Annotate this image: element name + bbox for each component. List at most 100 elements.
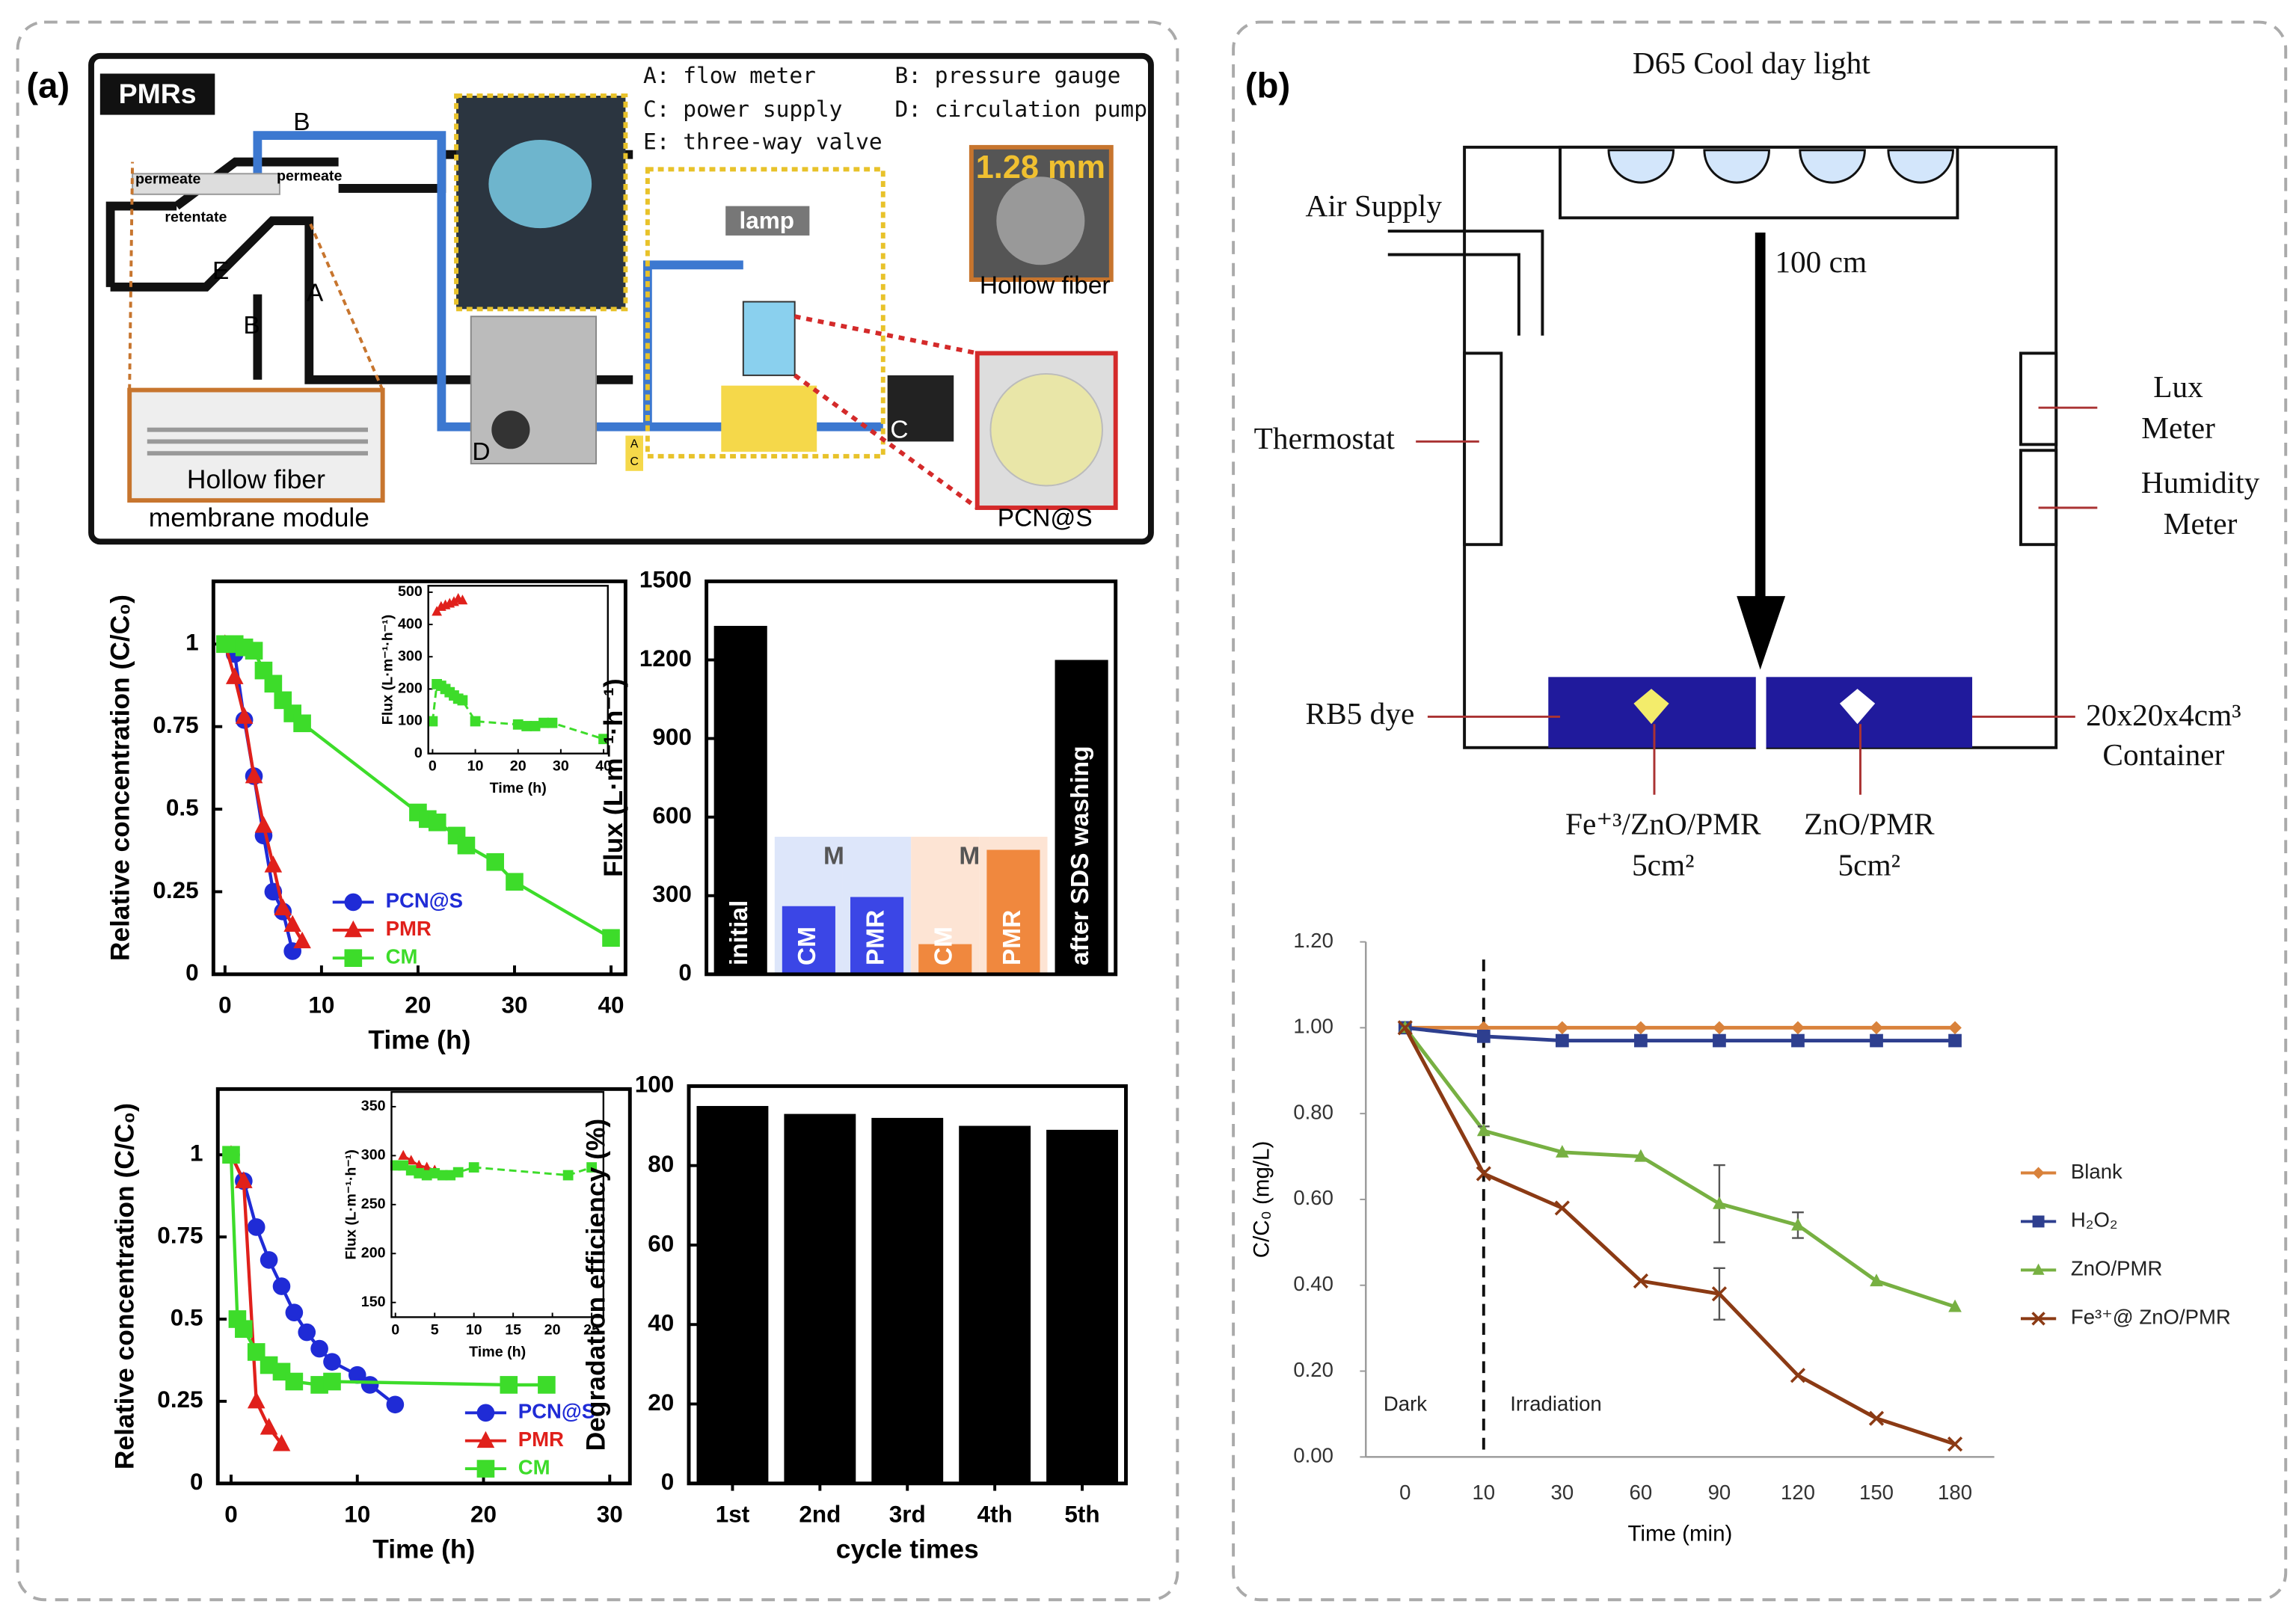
bar <box>713 625 767 974</box>
marker <box>486 852 504 871</box>
marker <box>1397 1020 1413 1036</box>
legend-marker <box>2032 1215 2045 1228</box>
x-tick-label: 30 <box>1551 1481 1574 1504</box>
reactor-glow <box>488 140 592 229</box>
y-tick-label: 400 <box>398 615 423 632</box>
marker <box>225 667 244 684</box>
component-letter: E <box>212 257 229 285</box>
y-tick-label: 0.00 <box>1293 1444 1333 1467</box>
marker <box>414 1159 425 1170</box>
marker <box>538 717 549 728</box>
marker <box>235 1320 253 1338</box>
series-line <box>1403 1026 1956 1309</box>
marker <box>1634 1033 1648 1048</box>
marker <box>235 1171 253 1188</box>
beaker <box>742 301 796 376</box>
marker <box>398 1160 409 1171</box>
y-tick-label: 0.5 <box>171 1304 203 1330</box>
y-axis-title: Relative concentration (C/C₀) <box>105 594 135 961</box>
legend-marker <box>2031 1312 2045 1326</box>
y-tick-label: 0 <box>661 1469 675 1495</box>
y-tick-label: 900 <box>652 724 692 750</box>
x-axis-title: Time (h) <box>372 1534 475 1564</box>
marker <box>1555 1033 1569 1048</box>
container-label: Container <box>2102 737 2224 772</box>
x-tick-label: 4th <box>977 1501 1013 1527</box>
y-tick-label: 1200 <box>639 645 692 672</box>
marker <box>562 1170 574 1181</box>
marker <box>602 929 620 947</box>
valve-tag-letter: C <box>630 455 638 468</box>
marker <box>429 1168 441 1179</box>
zoom-line <box>793 314 979 510</box>
marker <box>452 1167 464 1178</box>
y-tick-label: 500 <box>398 583 423 600</box>
x-tick-label: 30 <box>553 758 569 775</box>
component-letter: D <box>472 438 490 466</box>
series-line <box>1405 1025 1956 1043</box>
flow-label: permeate <box>277 168 342 184</box>
y-tick-label: 1.20 <box>1293 929 1333 952</box>
marker <box>1713 1033 1726 1048</box>
component-letter: B <box>243 312 260 340</box>
y-axis-title: Flux (L·m⁻¹·h⁻¹) <box>380 615 396 725</box>
fiber-caption: Hollow fiber <box>980 272 1111 300</box>
fiber-size: 1.28 mm <box>976 150 1105 185</box>
x-axis-title: Time (h) <box>368 1025 470 1055</box>
flow-label: permeate <box>135 170 200 187</box>
marker <box>272 1277 291 1295</box>
marker <box>398 1149 409 1160</box>
title-box <box>99 73 215 115</box>
series-line <box>1403 1027 1956 1446</box>
lamp <box>725 206 810 236</box>
marker <box>421 1161 432 1172</box>
marker <box>264 675 283 693</box>
marker <box>1476 1029 1491 1043</box>
module-photo <box>127 387 385 503</box>
annotation: Irradiation <box>1510 1392 1601 1416</box>
y-tick-label: 200 <box>398 680 423 697</box>
legend-label: PMR <box>386 917 432 940</box>
marker <box>1948 1299 1962 1312</box>
marker <box>245 766 263 784</box>
marker <box>235 707 254 724</box>
marker <box>500 1376 518 1394</box>
sample-caption: PCN@S <box>998 505 1093 532</box>
bar-label: CM <box>930 927 958 965</box>
marker <box>1790 1368 1806 1383</box>
y-tick-label: 1.00 <box>1293 1015 1333 1038</box>
legend-marker <box>476 1404 495 1422</box>
marker <box>1870 1033 1883 1048</box>
marker <box>1791 1217 1805 1231</box>
x-tick-label: 0 <box>224 1501 238 1527</box>
zoom-line <box>128 162 384 391</box>
x-tick-label: 10 <box>344 1501 370 1527</box>
x-tick-label: 10 <box>467 758 484 775</box>
marker <box>521 721 532 731</box>
marker <box>414 1168 425 1179</box>
y-tick-label: 0.25 <box>153 877 198 903</box>
marker <box>310 1339 328 1358</box>
x-tick-label: 40 <box>598 992 624 1018</box>
valve-tag <box>625 435 643 471</box>
y-tick-label: 0 <box>414 745 423 761</box>
marker <box>1555 1145 1569 1158</box>
y-tick-label: 200 <box>361 1244 386 1261</box>
marker <box>1868 1410 1885 1426</box>
marker <box>457 594 468 605</box>
schematic: PMRs A: flow meter B: pressure gauge C: … <box>88 52 1154 545</box>
y-axis-title: Flux (L·m⁻¹·h⁻¹) <box>598 678 628 876</box>
marker <box>293 714 311 733</box>
legend-marker <box>344 893 363 912</box>
y-tick-label: 1 <box>190 1140 203 1167</box>
marker <box>427 716 438 727</box>
y-tick-label: 0.80 <box>1293 1100 1333 1123</box>
x-axis-title: Time (min) <box>1627 1521 1732 1546</box>
plot-frame <box>215 1087 632 1486</box>
legend-label: CM <box>518 1455 550 1478</box>
y-tick-label: 600 <box>652 802 692 829</box>
thermostat-label: Thermostat <box>1254 421 1396 455</box>
marker <box>547 717 558 728</box>
y-tick-label: 350 <box>361 1098 386 1114</box>
pump <box>470 316 598 464</box>
